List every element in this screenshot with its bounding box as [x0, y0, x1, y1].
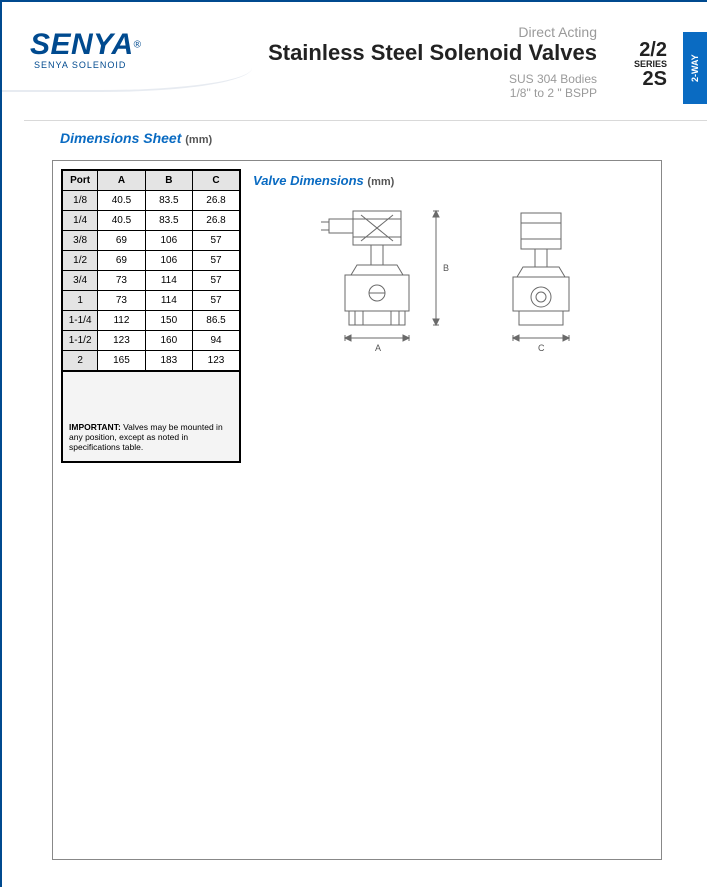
cell-value: 94: [193, 331, 240, 351]
table-row: 1/840.583.526.8: [62, 191, 240, 211]
valve-diagram-svg: A B C: [283, 201, 623, 371]
cell-port: 1/8: [62, 191, 98, 211]
dim-label-c: C: [538, 343, 545, 353]
note-box: IMPORTANT: Valves may be mounted in any …: [61, 372, 241, 463]
table-row: 2165183123: [62, 351, 240, 372]
cell-port: 1-1/4: [62, 311, 98, 331]
cell-value: 73: [98, 291, 145, 311]
cell-value: 160: [145, 331, 192, 351]
col-a: A: [98, 170, 145, 191]
header-rule: [24, 120, 707, 121]
cell-port: 1/2: [62, 251, 98, 271]
col-b: B: [145, 170, 192, 191]
series-code: 2S: [634, 69, 667, 89]
cell-value: 165: [98, 351, 145, 372]
brand-subtitle: SENYA SOLENOID: [30, 60, 141, 70]
content-frame: Port A B C 1/840.583.526.81/440.583.526.…: [52, 160, 662, 860]
brand-block: SENYA® SENYA SOLENOID: [30, 28, 141, 70]
valve-dimensions-title: Valve Dimensions (mm): [253, 173, 394, 188]
valve-title-unit: (mm): [367, 176, 394, 188]
cell-value: 26.8: [193, 211, 240, 231]
section-title-unit: (mm): [185, 134, 212, 146]
series-block: 2/2 SERIES 2S: [634, 40, 667, 89]
cell-value: 26.8: [193, 191, 240, 211]
cell-value: 106: [145, 231, 192, 251]
dimensions-table: Port A B C 1/840.583.526.81/440.583.526.…: [61, 169, 241, 372]
cell-port: 1-1/2: [62, 331, 98, 351]
title-sub2: 1/8" to 2 " BSPP: [268, 86, 597, 100]
cell-port: 1/4: [62, 211, 98, 231]
cell-value: 57: [193, 271, 240, 291]
cell-port: 3/8: [62, 231, 98, 251]
cell-port: 2: [62, 351, 98, 372]
brand-name: SENYA: [30, 28, 134, 61]
brand-name-line: SENYA®: [30, 28, 141, 62]
table-row: 1/26910657: [62, 251, 240, 271]
cell-value: 112: [98, 311, 145, 331]
cell-value: 123: [193, 351, 240, 372]
cell-port: 1: [62, 291, 98, 311]
cell-value: 40.5: [98, 191, 145, 211]
title-pretitle: Direct Acting: [268, 24, 597, 40]
cell-value: 183: [145, 351, 192, 372]
valve-title-text: Valve Dimensions: [253, 173, 364, 188]
cell-value: 86.5: [193, 311, 240, 331]
cell-value: 69: [98, 251, 145, 271]
cell-port: 3/4: [62, 271, 98, 291]
page: SENYA® SENYA SOLENOID Direct Acting Stai…: [0, 0, 707, 887]
table-row: 1-1/212316094: [62, 331, 240, 351]
cell-value: 106: [145, 251, 192, 271]
col-c: C: [193, 170, 240, 191]
valve-diagram: A B C: [283, 201, 623, 371]
title-block: Direct Acting Stainless Steel Solenoid V…: [268, 24, 597, 100]
series-number: 2/2: [634, 40, 667, 60]
cell-value: 57: [193, 231, 240, 251]
cell-value: 57: [193, 251, 240, 271]
section-title: Dimensions Sheet (mm): [60, 130, 212, 146]
table-row: 1-1/411215086.5: [62, 311, 240, 331]
dim-label-b: B: [443, 263, 449, 273]
cell-value: 150: [145, 311, 192, 331]
col-port: Port: [62, 170, 98, 191]
cell-value: 83.5: [145, 191, 192, 211]
title-sub1: SUS 304 Bodies: [268, 72, 597, 86]
table-row: 3/47311457: [62, 271, 240, 291]
note-label: IMPORTANT:: [69, 422, 121, 432]
cell-value: 114: [145, 291, 192, 311]
cell-value: 83.5: [145, 211, 192, 231]
side-tab-2way: 2-WAY: [683, 32, 707, 104]
cell-value: 123: [98, 331, 145, 351]
table-row: 1/440.583.526.8: [62, 211, 240, 231]
brand-registered: ®: [134, 40, 141, 51]
table-header-row: Port A B C: [62, 170, 240, 191]
title-main: Stainless Steel Solenoid Valves: [268, 40, 597, 66]
dim-label-a: A: [375, 343, 381, 353]
table-row: 17311457: [62, 291, 240, 311]
table-row: 3/86910657: [62, 231, 240, 251]
cell-value: 73: [98, 271, 145, 291]
cell-value: 57: [193, 291, 240, 311]
cell-value: 40.5: [98, 211, 145, 231]
section-title-text: Dimensions Sheet: [60, 130, 181, 146]
cell-value: 114: [145, 271, 192, 291]
cell-value: 69: [98, 231, 145, 251]
